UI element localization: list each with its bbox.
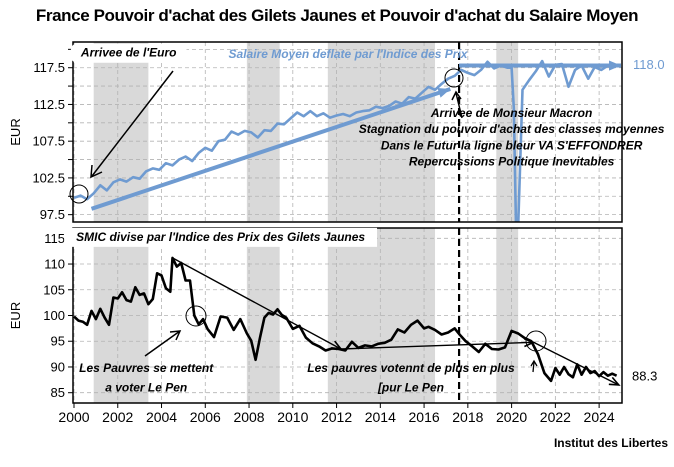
x-tick-label: 2014 [365,409,396,425]
annotation-text: Stagnation du pouvoir d'achat des classe… [359,122,665,136]
x-tick-label: 2000 [58,409,89,425]
x-tick-label: 2020 [496,409,527,425]
shaded-period-band [93,42,149,222]
y-tick-label: 115 [44,231,65,246]
highlight-circle [185,305,207,327]
arrowhead-icon [437,88,451,98]
y-tick-label: 95 [51,334,65,349]
data-series-line [73,256,618,383]
x-tick-label: 2018 [452,409,483,425]
arrowhead-icon [330,340,343,350]
pauvres-arrow-line [144,330,181,357]
y-tick-label: 107.5 [32,134,65,149]
arrowhead-icon [523,337,536,348]
x-tick-label: 2004 [146,409,177,425]
arrowhead-icon [90,164,103,179]
macron-arrow-line [455,92,463,119]
annotation-text: Les Pauvres se mettent [79,361,214,375]
x-tick-label: 2010 [277,409,308,425]
highlight-circle [69,184,89,204]
y-tick-label: 112.5 [33,97,65,112]
source-credit: Institut des Libertes [553,436,668,450]
top-panel-salaire-moyen: 97.5 102.5 107.5 112.5 117.5 EUR 118.0 Arrivee … [8,41,665,223]
small-up-arrow-line [532,361,535,373]
arrowhead-icon [609,60,621,71]
x-tick-label: 2002 [102,409,133,425]
last-value-label: 88.3 [632,369,657,384]
arrowhead-icon [451,90,462,101]
annotation-background [70,43,187,63]
annotation-text: a voter Le Pen [105,381,187,395]
euro-arrow-line [91,70,174,177]
annotation-text: Arrivee de Monsieur Macron [430,106,592,120]
annotation-text: Les pauvres votennt de plus en plus [307,361,515,375]
highlight-circle [444,68,464,88]
last-value-label: 118.0 [633,57,665,72]
x-tick-label: 2006 [190,409,221,425]
arrowhead-icon [530,359,538,367]
annotation-background [64,227,378,247]
arrowhead-icon [169,330,182,341]
plot-frame [72,41,623,223]
series-group [73,59,621,222]
data-series-line [73,59,615,222]
series-group [73,256,620,386]
annotation-text: SMIC divise par l'Indice des Prix des Gi… [76,230,365,244]
y-axis-label: EUR [8,302,23,329]
x-tick-label: 2016 [409,409,440,425]
annotation-text: Dans le Futur la ligne bleur VA S'EFFOND… [381,138,643,152]
x-tick-label: 2012 [321,409,352,425]
series-title-label: Salaire Moyen deflate par l'Indice des P… [229,47,469,61]
x-tick-label: 2022 [540,409,571,425]
chart-title: France Pouvoir d'achat des Gilets Jaunes… [35,6,639,25]
y-tick-label: 110 [44,257,65,272]
y-tick-label: 117.5 [33,60,65,75]
y-tick-label: 90 [51,359,65,374]
trend-arrow-line [533,341,620,386]
shaded-period-band [327,42,436,222]
highlight-circle [525,330,547,352]
annotation-text: Arrivee de l'Euro [80,46,177,60]
y-tick-label: 102.5 [32,170,65,185]
y-tick-label: 100 [43,308,65,323]
y-axis-label: EUR [8,118,23,145]
bottom-panel-smic: 85 90 95 100 105 110 115 EUR 2000 2002 2004 2006 200… [8,227,657,425]
trend-arrow-line [90,87,451,211]
y-tick-label: 105 [43,282,65,297]
y-tick-label: 85 [51,385,65,400]
x-tick-label: 2008 [233,409,264,425]
trend-arrow-line [340,341,534,350]
annotation-text: [pur Le Pen [377,381,444,395]
x-tick-label: 2024 [584,409,615,425]
trend-arrow-line [172,257,342,350]
annotation-text: Repercussions Politique Inevitables [409,154,615,168]
y-tick-label: 97.5 [40,207,65,222]
arrowhead-icon [608,376,621,386]
